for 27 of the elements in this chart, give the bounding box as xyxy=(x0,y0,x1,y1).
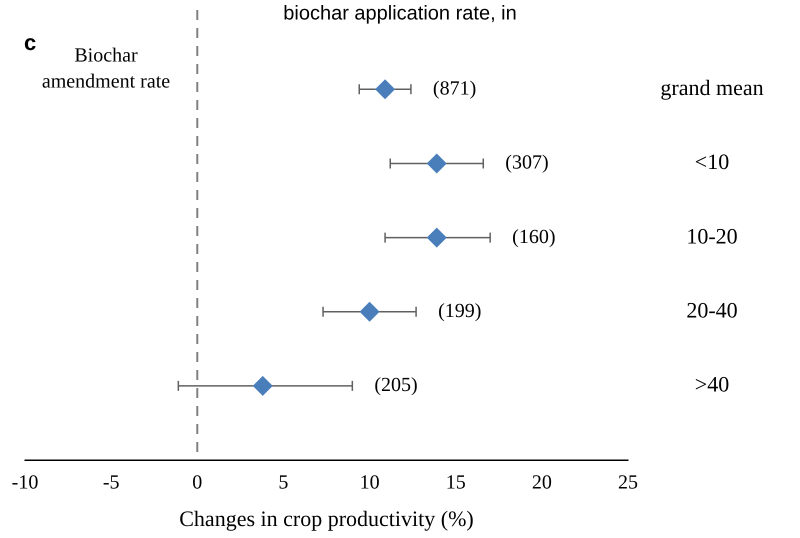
annotation: (205) xyxy=(374,374,418,396)
y-tick-label: >40 xyxy=(694,372,730,397)
annotation: (160) xyxy=(512,226,556,248)
point xyxy=(426,153,447,174)
annotation: c xyxy=(24,30,36,56)
x-tick-label: -5 xyxy=(102,471,120,494)
annotation: (871) xyxy=(432,78,476,100)
point xyxy=(360,302,380,322)
point xyxy=(252,376,273,396)
x-tick-label: 20 xyxy=(532,471,552,494)
point xyxy=(426,228,447,248)
annotation: Biochar amendment rate xyxy=(42,44,170,92)
point xyxy=(375,79,396,100)
annotation: (199) xyxy=(438,300,482,322)
y-tick-label: <10 xyxy=(694,149,730,174)
y-tick-label: 20-40 xyxy=(686,298,738,323)
x-tick-label: 15 xyxy=(446,471,466,494)
x-tick-label: 5 xyxy=(278,471,288,494)
x-axis-title: Changes in crop productivity (%) xyxy=(179,506,474,531)
y-tick-label: 10-20 xyxy=(686,223,738,248)
y-tick-label: grand mean xyxy=(660,75,764,100)
x-tick-label: 0 xyxy=(192,471,202,494)
annotation: (307) xyxy=(505,152,549,174)
x-tick-label: 10 xyxy=(360,471,380,494)
x-tick-label: -10 xyxy=(12,471,38,494)
chart-title: biochar application rate, in xyxy=(283,2,517,25)
x-tick-label: 25 xyxy=(618,471,638,494)
